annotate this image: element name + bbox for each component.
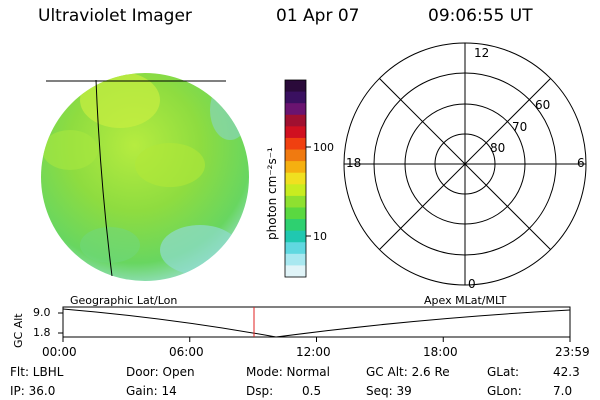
colorbar-segment xyxy=(285,137,306,151)
image-date: 01 Apr 07 xyxy=(276,6,360,26)
colorbar-segment xyxy=(285,161,306,174)
colorbar-segment xyxy=(285,91,306,104)
info-glat-label: GLat: xyxy=(487,365,520,379)
colorbar-segment xyxy=(285,253,306,266)
polar-mlt-label-18: 18 xyxy=(346,156,362,170)
info-mode: Mode: Normal xyxy=(246,365,330,379)
colorbar-segment xyxy=(285,265,306,278)
polar-diagonal-2 xyxy=(379,78,551,250)
timeline-xtick-1800: 18:00 xyxy=(423,345,458,359)
timeline-ylabel: GC Alt xyxy=(12,313,25,348)
info-glon-label: GLon: xyxy=(487,384,522,398)
timeline-xtick-2359: 23:59 xyxy=(555,345,590,359)
colorbar-segment xyxy=(285,207,306,220)
timeline-ticks xyxy=(58,312,571,342)
image-time: 09:06:55 UT xyxy=(428,6,533,26)
timeline-left-label: Geographic Lat/Lon xyxy=(70,294,178,307)
info-seq: Seq: 39 xyxy=(366,384,412,398)
info-glon-value: 7.0 xyxy=(553,384,573,398)
polar-lat-label-80: 80 xyxy=(490,141,506,155)
info-door: Door: Open xyxy=(126,365,195,379)
timeline-right-label: Apex MLat/MLT xyxy=(424,294,507,307)
colorbar-unit-label: photon cm⁻²s⁻¹ xyxy=(265,147,279,240)
colorbar-tick-label-100: 100 xyxy=(313,141,334,154)
polar-lat-label-60: 60 xyxy=(535,98,551,112)
timeline-ytick-top: 9.0 xyxy=(33,306,51,319)
info-dsp-label: Dsp: xyxy=(246,384,274,398)
polar-mlt-label-6: 6 xyxy=(577,156,585,170)
image-title: Ultraviolet Imager xyxy=(38,6,192,26)
colorbar-segment xyxy=(285,172,306,185)
info-ip: IP: 36.0 xyxy=(10,384,56,398)
info-gc-alt: GC Alt: 2.6 Re xyxy=(366,365,450,379)
polar-lat-label-70: 70 xyxy=(512,120,528,134)
colorbar-segment xyxy=(285,103,306,116)
altitude-curve xyxy=(62,308,571,338)
polar-mlt-label-0: 0 xyxy=(468,277,476,291)
colorbar-segment xyxy=(285,149,306,162)
info-dsp-value: 0.5 xyxy=(302,384,322,398)
colorbar-segment xyxy=(285,219,306,232)
colorbar-segment xyxy=(285,184,306,197)
info-glat-value: 42.3 xyxy=(553,365,580,379)
timeline-xtick-1200: 12:00 xyxy=(296,345,331,359)
colorbar xyxy=(285,80,306,278)
colorbar-segment xyxy=(285,242,306,255)
polar-mlt-label-12: 12 xyxy=(474,46,490,60)
timeline-xtick-0000: 00:00 xyxy=(42,345,77,359)
colorbar-segment xyxy=(285,230,306,243)
polar-grid xyxy=(343,42,587,286)
colorbar-segment xyxy=(285,80,306,93)
colorbar-segment xyxy=(285,126,306,139)
colorbar-segment xyxy=(285,114,306,127)
colorbar-tick-label-10: 10 xyxy=(313,230,327,243)
info-filter: Flt: LBHL xyxy=(10,365,64,379)
timeline-xtick-0600: 06:00 xyxy=(169,345,204,359)
map-longitude-line xyxy=(95,79,113,277)
timeline-frame xyxy=(62,306,571,338)
colorbar-segment xyxy=(285,195,306,208)
info-gain: Gain: 14 xyxy=(126,384,177,398)
uv-disc-image xyxy=(41,73,249,281)
timeline-ytick-bottom: 1.8 xyxy=(33,326,51,339)
colorbar-frame xyxy=(284,79,307,278)
